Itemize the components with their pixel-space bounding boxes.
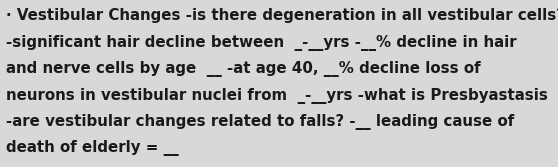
Text: -are vestibular changes related to falls? -__ leading cause of: -are vestibular changes related to falls… [6, 114, 514, 130]
Text: death of elderly = __: death of elderly = __ [6, 140, 178, 156]
Text: neurons in vestibular nuclei from  _-__yrs -what is Presbyastasis: neurons in vestibular nuclei from _-__yr… [6, 88, 547, 104]
Text: -significant hair decline between  _-__yrs -__% decline in hair: -significant hair decline between _-__yr… [6, 35, 516, 51]
Text: and nerve cells by age  __ -at age 40, __% decline loss of: and nerve cells by age __ -at age 40, __… [6, 61, 480, 77]
Text: · Vestibular Changes -is there degeneration in all vestibular cells?: · Vestibular Changes -is there degenerat… [6, 8, 558, 23]
